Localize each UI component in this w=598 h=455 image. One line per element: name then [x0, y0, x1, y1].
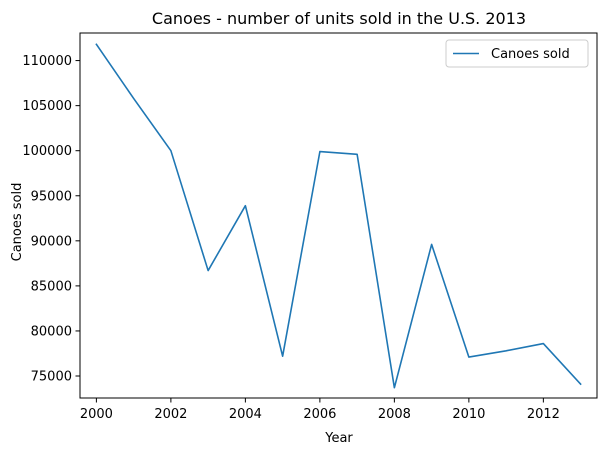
y-tick-label: 100000 — [22, 144, 72, 159]
x-tick-label: 2002 — [154, 407, 187, 422]
x-tick-label: 2008 — [378, 407, 411, 422]
x-axis-ticks: 2000 2002 2004 2006 2008 2010 2012 — [80, 398, 560, 422]
legend-box — [445, 39, 589, 68]
series-lines — [95, 43, 582, 389]
legend: Canoes sold — [445, 39, 589, 68]
y-tick-label: 105000 — [22, 99, 72, 114]
x-tick-label: 2004 — [229, 407, 262, 422]
x-tick-label: 2000 — [80, 407, 113, 422]
x-tick-label: 2006 — [303, 407, 336, 422]
plot-frame — [79, 32, 598, 399]
y-tick-label: 80000 — [31, 324, 72, 339]
plot-area — [79, 32, 598, 399]
chart-title: Canoes - number of units sold in the U.S… — [152, 9, 526, 28]
y-tick-label: 90000 — [31, 234, 72, 249]
y-tick-label: 110000 — [22, 54, 72, 69]
y-axis-ticks: 75000 80000 85000 90000 95000 100000 105000 110… — [22, 54, 80, 385]
x-tick-label: 2012 — [527, 407, 560, 422]
x-tick-label: 2010 — [452, 407, 485, 422]
series-line-0 — [95, 43, 582, 389]
y-tick-label: 85000 — [31, 279, 72, 294]
y-axis-label: Canoes sold — [10, 183, 25, 262]
x-axis-label: Year — [324, 431, 353, 446]
legend-label: Canoes sold — [491, 47, 570, 62]
y-tick-label: 75000 — [31, 370, 72, 385]
y-tick-label: 95000 — [31, 189, 72, 204]
